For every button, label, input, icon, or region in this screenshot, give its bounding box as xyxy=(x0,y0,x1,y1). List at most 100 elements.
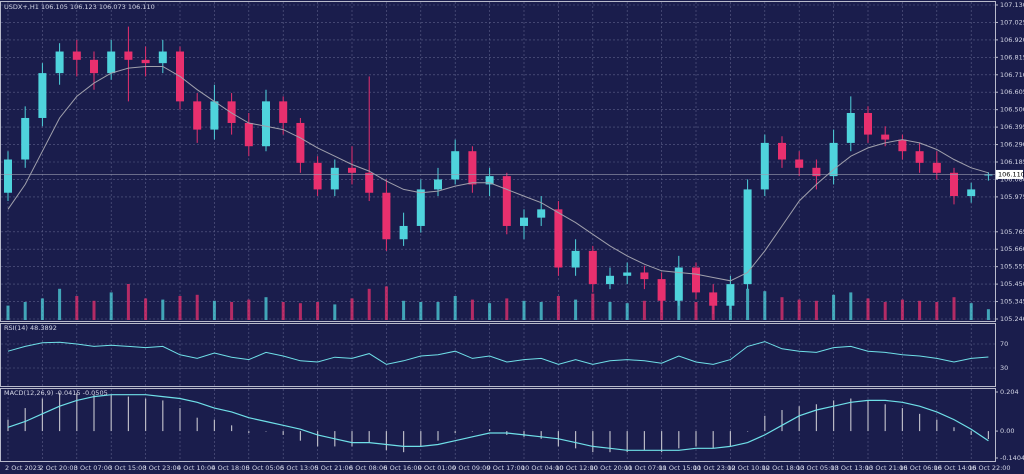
candle-body xyxy=(279,101,288,123)
volume-bar xyxy=(58,288,62,320)
volume-bar xyxy=(92,300,96,320)
volume-bar xyxy=(780,297,784,320)
y-tick-label: 105.240 xyxy=(1000,315,1024,323)
volume-bar xyxy=(608,302,612,320)
volume-bar xyxy=(488,303,492,320)
candle-body xyxy=(829,142,838,177)
x-tick-label: 9 Oct 17:00 xyxy=(487,464,525,472)
x-tick-label: 16 Oct 06:00 xyxy=(899,464,941,472)
candle-body xyxy=(330,167,339,190)
x-tick-label: 3 Oct 23:00 xyxy=(143,464,181,472)
x-tick-label: 5 Oct 05:00 xyxy=(246,464,284,472)
x-tick-label: 4 Oct 10:00 xyxy=(177,464,215,472)
macd-histogram-bar xyxy=(489,429,491,432)
macd-histogram-bar xyxy=(867,400,869,432)
y-tick-label: 30 xyxy=(1000,364,1008,372)
volume-bar xyxy=(470,299,474,320)
x-tick-label: 16 Oct 22:00 xyxy=(968,464,1010,472)
volume-bar xyxy=(333,304,337,320)
candle-body xyxy=(107,51,116,74)
moving-average xyxy=(7,66,989,282)
y-tick-label: 0.00 xyxy=(1000,427,1014,435)
macd-histogram-bar xyxy=(884,404,886,432)
rsi-name: RSI(14) xyxy=(4,324,28,332)
candle-body xyxy=(21,117,30,160)
volume-bar xyxy=(316,302,320,320)
candle-body xyxy=(399,225,408,240)
macd-histogram-bar xyxy=(437,431,439,441)
candle-body xyxy=(296,122,305,163)
macd-histogram-bar xyxy=(76,392,78,432)
x-tick-label: 6 Oct 08:00 xyxy=(349,464,387,472)
header-low: 106.073 xyxy=(99,3,126,11)
volume-bar xyxy=(694,302,698,320)
volume-bar xyxy=(109,292,113,320)
candle-body xyxy=(38,73,47,118)
volume-bar xyxy=(591,293,595,320)
x-tick-label: 13 Oct 21:00 xyxy=(865,464,907,472)
macd-histogram-bar xyxy=(523,431,525,437)
header-close: 106.110 xyxy=(128,3,155,11)
candle-body xyxy=(760,142,769,190)
macd-histogram-bar xyxy=(196,417,198,432)
volume-bar xyxy=(126,284,130,320)
macd-histogram-bar xyxy=(454,431,456,434)
candle-body xyxy=(502,176,511,226)
macd-histogram-bar xyxy=(540,431,542,439)
macd-histogram-bar xyxy=(248,431,250,434)
x-tick-label: 9 Oct 09:00 xyxy=(452,464,490,472)
x-tick-label: 5 Oct 13:00 xyxy=(280,464,318,472)
rsi-value: 48.3892 xyxy=(30,324,57,332)
volume-bar xyxy=(625,303,629,320)
macd-histogram-bar xyxy=(110,394,112,432)
candle-body xyxy=(726,284,735,306)
candle-body xyxy=(416,189,425,226)
candle-body xyxy=(158,51,167,64)
volume-bar xyxy=(40,298,44,320)
macd-histogram-bar xyxy=(712,431,714,449)
candle-body xyxy=(468,151,477,185)
volume-bar xyxy=(918,300,922,320)
current-price-box xyxy=(996,169,1023,179)
y-tick-label: 105.345 xyxy=(1000,298,1024,306)
x-tick-label: 3 Oct 07:00 xyxy=(74,464,112,472)
macd-histogram-bar xyxy=(729,431,731,447)
candle-body xyxy=(795,159,804,168)
macd-histogram-bar xyxy=(24,408,26,432)
macd-histogram-bar xyxy=(265,431,267,432)
macd-histogram-bar xyxy=(41,398,43,432)
macd-histogram-bar xyxy=(213,419,215,432)
macd-histogram-bar xyxy=(798,406,800,432)
x-tick-label: 10 Oct 04:00 xyxy=(521,464,563,472)
volume-bar xyxy=(161,299,165,320)
volume-bar xyxy=(763,291,767,320)
volume-bar xyxy=(969,303,973,320)
x-tick-label: 12 Oct 18:00 xyxy=(762,464,804,472)
volume-bar xyxy=(247,299,251,320)
candle-body xyxy=(984,174,993,176)
candle-body xyxy=(864,112,872,135)
header-high: 106.123 xyxy=(70,3,97,11)
y-tick-label: 107.130 xyxy=(1000,1,1024,9)
macd-histogram-bar xyxy=(678,431,680,449)
macd-histogram-bar xyxy=(970,431,972,435)
candle-body xyxy=(640,272,649,280)
macd-header: MACD(12,26,9) -0.0415 -0.0505 xyxy=(4,389,108,397)
macd-histogram-bar xyxy=(282,431,284,435)
macd-histogram-bar xyxy=(7,419,9,432)
macd-histogram-bar xyxy=(368,431,370,443)
macd-histogram-bar xyxy=(127,396,129,432)
macd-histogram-bar xyxy=(179,408,181,432)
y-tick-label: 107.025 xyxy=(1000,18,1024,26)
macd-histogram-bar xyxy=(919,413,921,432)
candle-body xyxy=(382,192,391,240)
macd-histogram-bar xyxy=(93,394,95,432)
candle-body xyxy=(846,112,855,143)
candle-body xyxy=(967,189,976,197)
y-tick-label: 106.920 xyxy=(1000,36,1024,44)
candle-body xyxy=(210,101,219,130)
macd-histogram-bar xyxy=(145,398,147,432)
candle-body xyxy=(674,267,683,301)
